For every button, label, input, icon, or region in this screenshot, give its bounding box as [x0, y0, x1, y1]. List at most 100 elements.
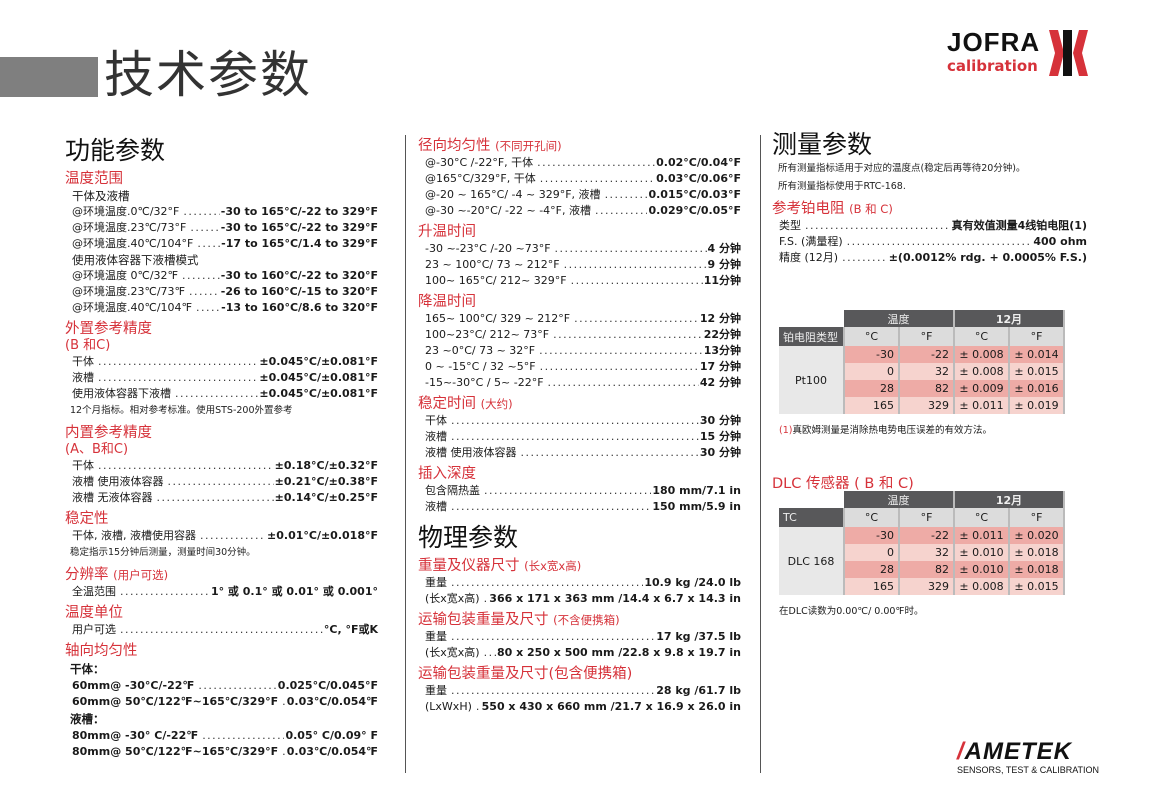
spec-row: 液槽 无液体容器 ±0.14°C/±0.25°F: [65, 490, 378, 506]
spec-row: 165~ 100°C/ 329 ~ 212°F 12 分钟: [418, 311, 741, 327]
section-heading-text: 运输包装重量及尺寸(包含便携箱): [418, 666, 633, 682]
spec-label: @环境温度.40℃/104°F: [72, 237, 194, 250]
leader-dots: [564, 257, 707, 273]
spec-value: -30 to 165°C/-22 to 329°F: [220, 205, 378, 218]
table-cell: ± 0.018: [1009, 544, 1065, 561]
spec-label: 使用液体容器下液槽: [72, 387, 171, 400]
subheading: 干体：: [70, 662, 105, 676]
leader-dots: [198, 678, 276, 694]
spec-label: @环境温度.0℃/32°F: [72, 205, 180, 218]
leader-dots: [548, 375, 699, 391]
leader-dots: [451, 499, 651, 515]
table-row: 28 82 ± 0.009 ± 0.016: [779, 380, 1065, 397]
leader-dots: [168, 474, 274, 490]
spec-row: 重量 28 kg /61.7 lb: [418, 683, 741, 699]
spec-value: 80 x 250 x 500 mm /22.8 x 9.8 x 19.7 in: [496, 646, 741, 659]
header-spacer: [779, 310, 844, 327]
spec-label: (LxWxH): [425, 700, 472, 713]
spec-label: -15~-30°C / 5~ -22°F: [425, 376, 544, 389]
table-cell: -22: [899, 527, 955, 544]
group-header: 12月: [954, 310, 1065, 327]
leader-dots: [555, 241, 707, 257]
spec-value: 30 分钟: [699, 446, 741, 459]
table-cell: ± 0.014: [1009, 346, 1065, 363]
table-cell: 165: [844, 578, 900, 595]
leader-dots: [574, 311, 699, 327]
sensor-type-cell: Pt100: [779, 346, 845, 414]
spec-row: @环境温度.40℃/104°F -17 to 165°C/1.4 to 329°F: [65, 236, 378, 252]
column-divider: [405, 135, 406, 773]
spec-value: 0.03℃/0.054℉: [286, 695, 378, 708]
spec-label: 用户可选: [72, 623, 116, 636]
spec-value: 0.015°C/0.03°F: [648, 188, 741, 201]
leader-dots: [484, 483, 651, 499]
section-heading-text: 外置参考精度: [65, 321, 152, 337]
dlc-accuracy-table: 温度 12月 TC °C °F °C °F DLC 168 -30 -22 ± 0.011 ± 0.0…: [779, 491, 1065, 595]
spec-value: °C, °F或K: [323, 623, 378, 636]
uniformity-physical-column: 径向均匀性 (不同开孔间)@-30°C /-22°F, 干体0.02°C/0.0…: [418, 133, 741, 715]
leader-dots: [553, 327, 703, 343]
spec-row: @环境温度.0℃/32°F -30 to 165°C/-22 to 329°F: [65, 204, 378, 220]
column-divider: [760, 135, 761, 773]
subheading: 使用液体容器下液槽模式: [72, 253, 199, 267]
leader-dots: [451, 683, 655, 699]
spec-value: 真有效值测量4线铂电阻(1): [951, 219, 1087, 232]
spec-row: 包含隔热盖 180 mm/7.1 in: [418, 483, 741, 499]
section-heading-qualifier: (用户可选): [113, 568, 169, 582]
spec-row: (LxWxH) 550 x 430 x 660 mm /21.7 x 16.9 x…: [418, 699, 741, 715]
leader-dots: [282, 744, 286, 760]
spec-row: 80mm@ 50℃/122℉~165℃/329°F 0.03℃/0.054℉: [65, 744, 378, 760]
spec-label: 100~23°C/ 212~ 73°F: [425, 328, 550, 341]
spec-label: @-30 ~-20°C/ -22 ~ -4°F, 液槽: [425, 204, 591, 217]
spec-row: @-30°C /-22°F, 干体 0.02°C/0.04°F: [418, 155, 741, 171]
column-header: °C: [954, 327, 1010, 346]
table-cell: ± 0.008: [954, 363, 1010, 380]
spec-value: 17 分钟: [699, 360, 741, 373]
leader-dots: [98, 370, 258, 386]
leader-dots: [451, 413, 699, 429]
leader-dots: [189, 284, 220, 300]
table-cell: 0: [844, 363, 900, 380]
spec-row: @环境温度 0℃/32℉ -30 to 160°C/-22 to 320°F: [65, 268, 378, 284]
table-cell: -30: [844, 527, 900, 544]
table-cell: ± 0.010: [954, 561, 1010, 578]
spec-label: (长x宽x高): [425, 592, 480, 605]
spec-row: @-20 ~ 165°C/ -4 ~ 329°F, 液槽 0.015°C/0.03…: [418, 187, 741, 203]
section-heading-text: 运输包装重量及尺寸: [418, 612, 549, 628]
spec-label: 165~ 100°C/ 329 ~ 212°F: [425, 312, 571, 325]
dlc-footnote: 在DLC读数为0.00℃/ 0.00℉时。: [779, 606, 924, 617]
spec-value: 0.02°C/0.04°F: [656, 156, 741, 169]
spec-value: 0.029°C/0.05°F: [648, 204, 741, 217]
spec-label: 80mm@ 50℃/122℉~165℃/329°F: [72, 745, 279, 758]
section-heading-text: 温度单位: [65, 605, 123, 621]
subheading: 干体及液槽: [72, 189, 130, 203]
spec-row: 干体 30 分钟: [418, 413, 741, 429]
spec-row: @环境温度.23℃/73°F -30 to 165°C/-22 to 329°F: [65, 220, 378, 236]
table-cell: ± 0.010: [954, 544, 1010, 561]
spec-value: ±0.21°C/±0.38°F: [274, 475, 378, 488]
column-header-row: TC °C °F °C °F: [779, 508, 1065, 527]
spec-row: 23 ~ 100°C/ 73 ~ 212°F 9 分钟: [418, 257, 741, 273]
spec-row: 液槽 使用液体容器 ±0.21°C/±0.38°F: [65, 474, 378, 490]
spec-value: 42 分钟: [699, 376, 741, 389]
leader-dots: [200, 528, 266, 544]
spec-value: 400 ohm: [1033, 235, 1087, 248]
spec-label: 重量: [425, 684, 447, 697]
spec-label: 液槽: [425, 500, 447, 513]
spec-value: 366 x 171 x 363 mm /14.4 x 6.7 x 14.3 in: [489, 592, 741, 605]
leader-dots: [120, 622, 323, 638]
spec-row: -15~-30°C / 5~ -22°F 42 分钟: [418, 375, 741, 391]
section-heading-text: 径向均匀性: [418, 138, 491, 154]
leader-dots: [842, 250, 888, 266]
spec-row: (长x宽x高) 366 x 171 x 363 mm /14.4 x 6.7 x …: [418, 591, 741, 607]
leader-dots: [605, 187, 648, 203]
spec-value: ±0.14°C/±0.25°F: [274, 491, 378, 504]
section-heading-text: 插入深度: [418, 466, 476, 482]
leader-dots: [537, 155, 655, 171]
spec-row: 60mm@ -30°C/-22℉ 0.025°C/0.045°F: [65, 678, 378, 694]
section-heading-text: 分辨率: [65, 567, 109, 583]
spec-row: 60mm@ 50℃/122℉~165℃/329°F 0.03℃/0.054℉: [65, 694, 378, 710]
spec-value: 15 分钟: [699, 430, 741, 443]
column-header-row: 铂电阻类型 °C °F °C °F: [779, 327, 1065, 346]
section-heading-text: 稳定时间: [418, 396, 476, 412]
